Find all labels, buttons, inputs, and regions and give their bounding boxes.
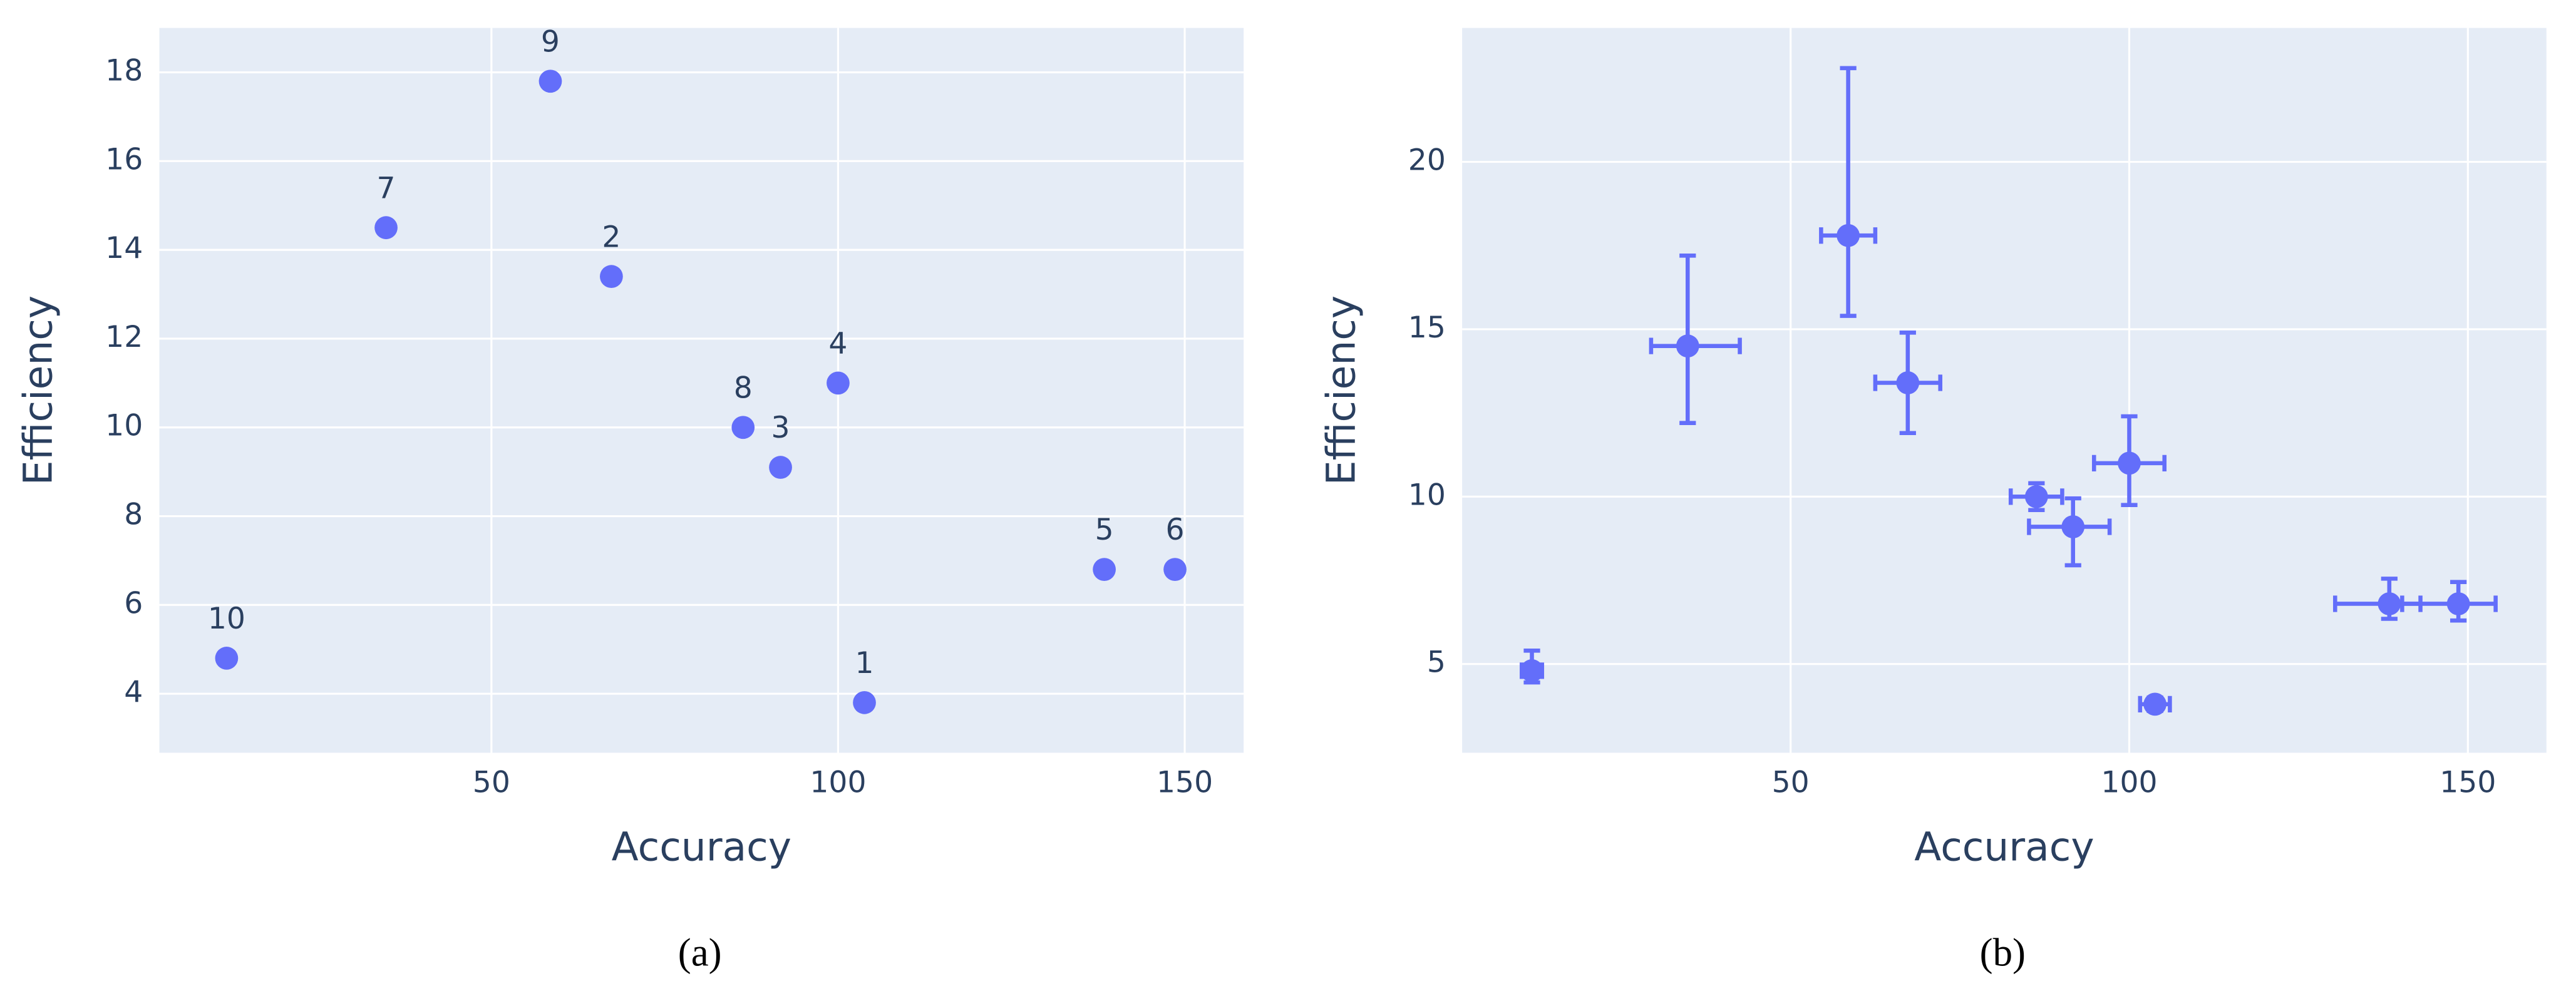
y-tick-label: 12 <box>105 320 143 354</box>
marker <box>1093 558 1116 581</box>
marker <box>215 647 239 670</box>
marker <box>1520 659 1543 682</box>
marker <box>2024 485 2048 508</box>
y-tick-label: 14 <box>105 231 143 265</box>
y-tick-label: 6 <box>124 586 143 620</box>
y-tick-label: 20 <box>1408 143 1446 178</box>
x-axis-title: Accuracy <box>612 824 791 870</box>
marker <box>1896 371 1920 394</box>
y-axis-title: Efficiency <box>16 295 61 485</box>
y-tick-label: 16 <box>105 142 143 177</box>
x-tick-label: 50 <box>473 765 510 799</box>
x-tick-label: 100 <box>2101 765 2157 799</box>
point-label: 2 <box>602 220 621 254</box>
x-tick-label: 50 <box>1772 765 1810 799</box>
point-label: 1 <box>855 646 873 680</box>
y-tick-label: 10 <box>105 409 143 443</box>
marker <box>827 371 850 395</box>
marker <box>1163 558 1187 581</box>
marker <box>853 691 876 714</box>
x-axis-title: Accuracy <box>1914 824 2094 870</box>
caption: (b) <box>1980 930 2026 974</box>
x-tick-label: 150 <box>1157 765 1213 799</box>
marker <box>600 265 623 289</box>
y-tick-label: 4 <box>124 675 143 709</box>
y-axis-title: Efficiency <box>1318 295 1364 485</box>
error-bar-y <box>1840 66 1857 318</box>
y-tick-label: 8 <box>124 498 143 532</box>
marker <box>538 69 562 93</box>
marker <box>2446 592 2470 615</box>
point-label: 7 <box>377 171 396 205</box>
marker <box>731 416 755 439</box>
marker <box>2378 592 2401 615</box>
y-tick-label: 18 <box>105 54 143 88</box>
panel: 5 10 15 20 50 100 150 Accuracy Efficiency (b) <box>1318 28 2547 974</box>
plot-area <box>159 28 1244 753</box>
point-label: 5 <box>1095 513 1114 547</box>
point-label: 6 <box>1166 513 1185 547</box>
point-label: 8 <box>734 371 753 405</box>
marker <box>1837 223 1860 247</box>
point-label: 4 <box>828 326 847 361</box>
x-tick-label: 150 <box>2439 765 2496 799</box>
y-tick-label: 5 <box>1427 645 1446 680</box>
point-label: 3 <box>771 411 790 445</box>
marker <box>2061 515 2085 538</box>
marker <box>374 216 398 240</box>
y-tick-label: 15 <box>1408 311 1446 345</box>
marker <box>2118 451 2141 475</box>
point-label: 9 <box>541 24 560 59</box>
y-tick-label: 10 <box>1408 478 1446 512</box>
plot-area <box>1462 28 2547 753</box>
marker <box>1676 334 1699 358</box>
marker <box>2143 692 2166 716</box>
point-label: 10 <box>208 602 245 636</box>
caption: (a) <box>678 930 722 974</box>
x-tick-label: 100 <box>810 765 866 799</box>
marker <box>769 456 792 479</box>
